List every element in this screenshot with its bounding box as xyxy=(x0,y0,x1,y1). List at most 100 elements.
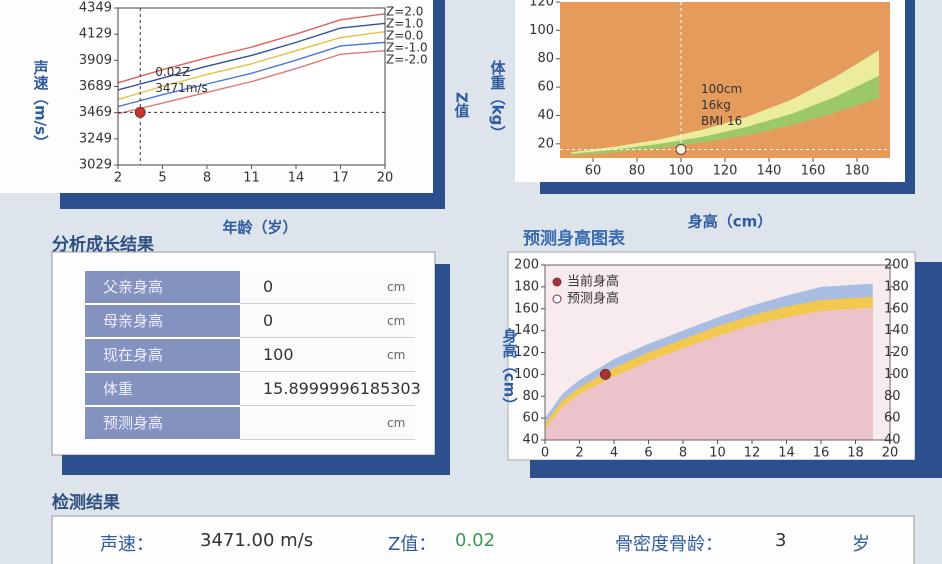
row-label: 父亲身高 xyxy=(85,271,240,303)
row-unit: cm xyxy=(387,314,406,328)
y2-tick-label: 40 xyxy=(884,433,901,448)
y-tick-label: 160 xyxy=(514,301,539,316)
cell xyxy=(240,407,415,440)
table-row: 现在身高 100 cm xyxy=(85,339,415,372)
panel-shadow xyxy=(540,182,908,194)
x-tick-label: 17 xyxy=(332,171,349,186)
annotation: 16kg xyxy=(701,98,731,112)
y-tick-label: 4129 xyxy=(79,27,112,42)
y-tick-label: 120 xyxy=(529,0,554,10)
cell xyxy=(240,305,415,338)
section-title: 分析成长结果 xyxy=(52,235,154,255)
x-tick-label: 18 xyxy=(847,446,864,461)
x-tick-label: 14 xyxy=(778,446,795,461)
cell xyxy=(240,339,415,372)
y-tick-label: 3469 xyxy=(79,105,112,120)
section-title: 检测结果 xyxy=(52,493,120,513)
annotation: BMI 16 xyxy=(701,114,742,128)
item-label: 骨密度骨龄： xyxy=(615,534,723,555)
x-axis-label: 身高（cm） xyxy=(688,213,773,231)
y-axis-label: 体重（kg） xyxy=(489,59,507,141)
table-row: 母亲身高 0 cm xyxy=(85,305,415,338)
y-tick-label: 3029 xyxy=(79,158,112,173)
row-label: 体重 xyxy=(85,373,240,405)
panel-shadow xyxy=(530,460,942,478)
area-band xyxy=(571,98,879,158)
y2-tick-label: 200 xyxy=(884,258,909,273)
y-tick-label: 60 xyxy=(522,411,539,426)
row-unit: cm xyxy=(387,416,406,430)
x-tick-label: 8 xyxy=(679,446,687,461)
y2-tick-label: 120 xyxy=(884,345,909,360)
x-tick-label: 16 xyxy=(813,446,830,461)
series-label: Z=1.0 xyxy=(386,17,423,31)
row-unit: cm xyxy=(387,348,406,362)
legend-label: 预测身高 xyxy=(567,291,619,307)
legend-marker xyxy=(552,277,562,287)
cell xyxy=(240,271,415,304)
y-axis-label: 声速（m/s） xyxy=(32,59,50,150)
annotation: 3471m/s xyxy=(155,81,208,95)
series-line xyxy=(117,30,386,101)
annotation: 100cm xyxy=(701,82,742,96)
y-tick-label: 20 xyxy=(537,136,554,151)
x-tick-label: 2 xyxy=(114,171,122,186)
item-unit: 岁 xyxy=(852,534,870,555)
row-value: 100 xyxy=(263,345,294,364)
annotation: 0.02Z xyxy=(155,65,190,79)
x-tick-label: 20 xyxy=(377,171,394,186)
row-value: 0 xyxy=(263,311,274,330)
series-line xyxy=(117,50,386,115)
x-tick-label: 4 xyxy=(610,446,618,461)
y-tick-label: 40 xyxy=(537,108,554,123)
x-axis-label: 年龄（岁） xyxy=(222,219,297,237)
x-tick-label: 10 xyxy=(709,446,726,461)
x-tick-label: 2 xyxy=(575,446,583,461)
y-tick-label: 180 xyxy=(514,279,539,294)
panel-shadow xyxy=(915,262,942,478)
y-tick-label: 3249 xyxy=(79,131,112,146)
y-tick-label: 60 xyxy=(537,80,554,95)
y-tick-label: 80 xyxy=(522,389,539,404)
data-point xyxy=(675,143,687,155)
panel-shadow xyxy=(62,455,450,475)
item-value: 0.02 xyxy=(455,530,496,551)
y-tick-label: 120 xyxy=(514,345,539,360)
x-tick-label: 11 xyxy=(243,171,260,186)
area-band xyxy=(545,307,873,440)
y-tick-label: 100 xyxy=(529,23,554,38)
x-tick-label: 20 xyxy=(882,446,899,461)
panel-shadow xyxy=(435,264,450,475)
panel-shadow xyxy=(60,193,445,209)
y-tick-label: 200 xyxy=(514,258,539,273)
y2-tick-label: 160 xyxy=(884,301,909,316)
data-point xyxy=(134,106,146,118)
series-line xyxy=(117,13,386,84)
x-tick-label: 14 xyxy=(288,171,305,186)
y2-tick-label: 100 xyxy=(884,367,909,382)
x-tick-label: 160 xyxy=(801,164,826,179)
y2-tick-label: 140 xyxy=(884,323,909,338)
x-tick-label: 8 xyxy=(203,171,211,186)
row-value: 0 xyxy=(263,277,274,296)
legend-marker xyxy=(552,294,562,304)
series-label: Z=0.0 xyxy=(386,29,423,43)
table-row: 体重 15.8999996185303 xyxy=(85,373,421,406)
y-tick-label: 3689 xyxy=(79,79,112,94)
panel-shadow xyxy=(433,0,445,200)
x-tick-label: 5 xyxy=(158,171,166,186)
x-tick-label: 12 xyxy=(744,446,761,461)
y2-tick-label: 60 xyxy=(884,411,901,426)
series-line xyxy=(117,22,386,91)
table-row: 父亲身高 0 cm xyxy=(85,271,415,304)
series-label: Z=-1.0 xyxy=(386,41,428,55)
item-value: 3 xyxy=(775,530,787,551)
row-label: 预测身高 xyxy=(85,407,240,439)
row-unit: cm xyxy=(387,280,406,294)
row-label: 现在身高 xyxy=(85,339,240,371)
item-value: 3471.00 m/s xyxy=(200,530,314,551)
y-tick-label: 40 xyxy=(522,433,539,448)
x-tick-label: 100 xyxy=(669,164,694,179)
chart-title: 预测身高图表 xyxy=(523,228,626,249)
